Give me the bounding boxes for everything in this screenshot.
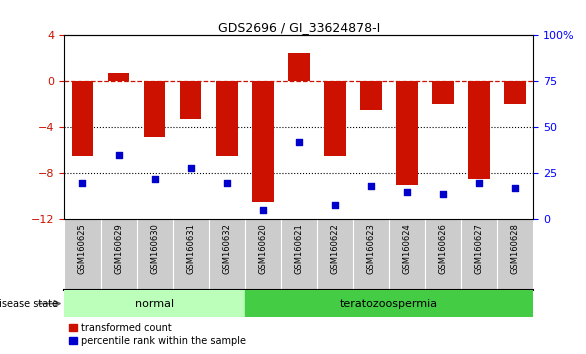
Point [114, 152, 123, 158]
Text: GSM160630: GSM160630 [150, 223, 159, 274]
Text: GSM160621: GSM160621 [294, 223, 304, 274]
Text: GSM160629: GSM160629 [114, 223, 123, 274]
Bar [360, 81, 382, 110]
Bar [180, 81, 202, 119]
Bar [144, 81, 165, 137]
Text: GSM160625: GSM160625 [78, 223, 87, 274]
Title: GDS2696 / GI_33624878-I: GDS2696 / GI_33624878-I [218, 21, 380, 34]
Text: GSM160623: GSM160623 [366, 223, 376, 274]
Text: GSM160622: GSM160622 [331, 223, 339, 274]
Text: GSM160628: GSM160628 [511, 223, 520, 274]
Bar [71, 81, 93, 156]
Text: GSM160620: GSM160620 [258, 223, 267, 274]
Bar [432, 81, 454, 104]
Bar [245, 290, 533, 317]
Legend: transformed count, percentile rank within the sample: transformed count, percentile rank withi… [69, 323, 246, 346]
Point [475, 180, 484, 185]
Bar [505, 81, 526, 104]
Text: GSM160632: GSM160632 [222, 223, 231, 274]
Text: GSM160624: GSM160624 [403, 223, 411, 274]
Point [186, 165, 195, 171]
Point [366, 183, 376, 189]
Point [258, 207, 267, 213]
Point [331, 202, 340, 207]
Text: teratozoospermia: teratozoospermia [340, 298, 438, 309]
Bar [216, 81, 237, 156]
Point [403, 189, 412, 195]
Bar [288, 53, 309, 81]
Bar [468, 81, 490, 179]
Point [438, 191, 448, 196]
Bar [252, 81, 274, 202]
Bar [324, 81, 346, 156]
Text: disease state: disease state [0, 298, 59, 309]
Point [222, 180, 231, 185]
Point [294, 139, 304, 145]
Bar [108, 73, 130, 81]
Point [510, 185, 520, 191]
Point [78, 180, 87, 185]
Bar [64, 290, 245, 317]
Point [150, 176, 159, 182]
Text: GSM160627: GSM160627 [475, 223, 483, 274]
Text: GSM160626: GSM160626 [438, 223, 448, 274]
Text: normal: normal [135, 298, 174, 309]
Text: GSM160631: GSM160631 [186, 223, 195, 274]
Bar [396, 81, 418, 185]
